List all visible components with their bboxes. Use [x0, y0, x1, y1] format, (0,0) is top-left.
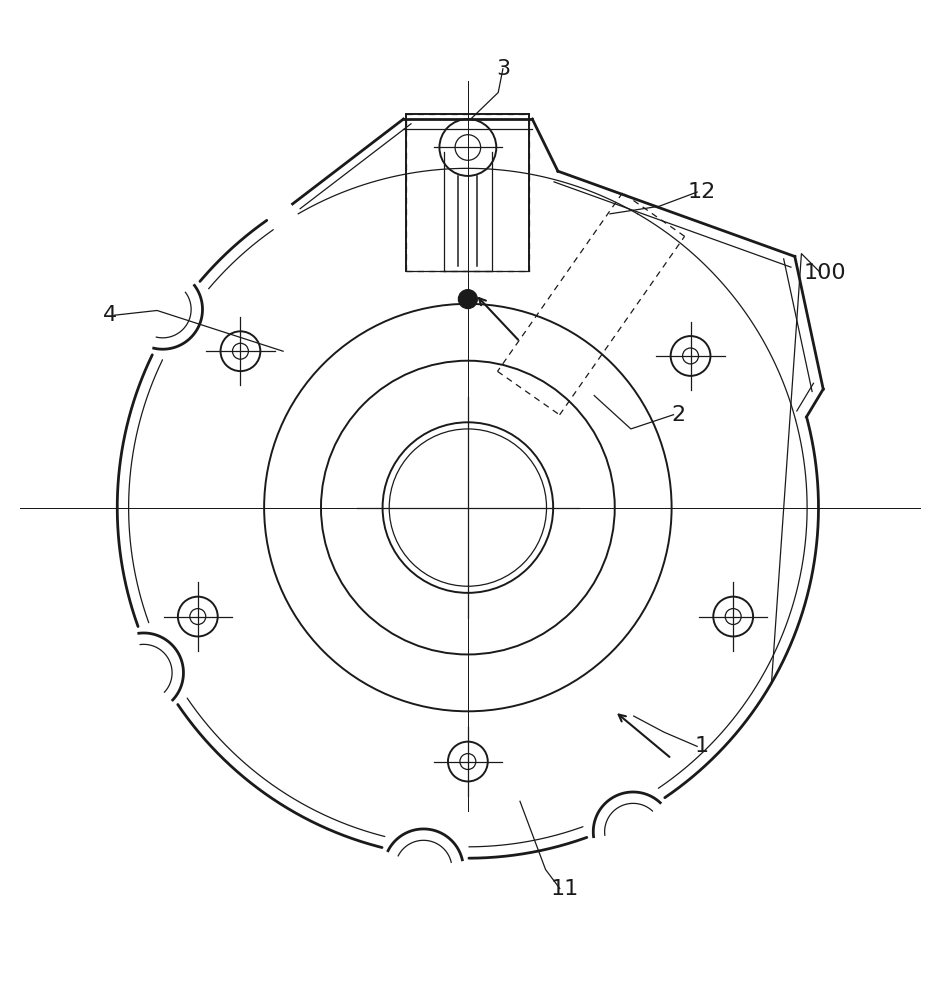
Circle shape — [458, 290, 477, 309]
Text: 2: 2 — [671, 405, 685, 425]
Text: 12: 12 — [688, 182, 716, 202]
Text: 100: 100 — [804, 263, 847, 283]
Text: 3: 3 — [496, 59, 510, 79]
Text: 11: 11 — [550, 879, 579, 899]
Text: 4: 4 — [102, 305, 117, 325]
Text: 1: 1 — [695, 736, 709, 756]
